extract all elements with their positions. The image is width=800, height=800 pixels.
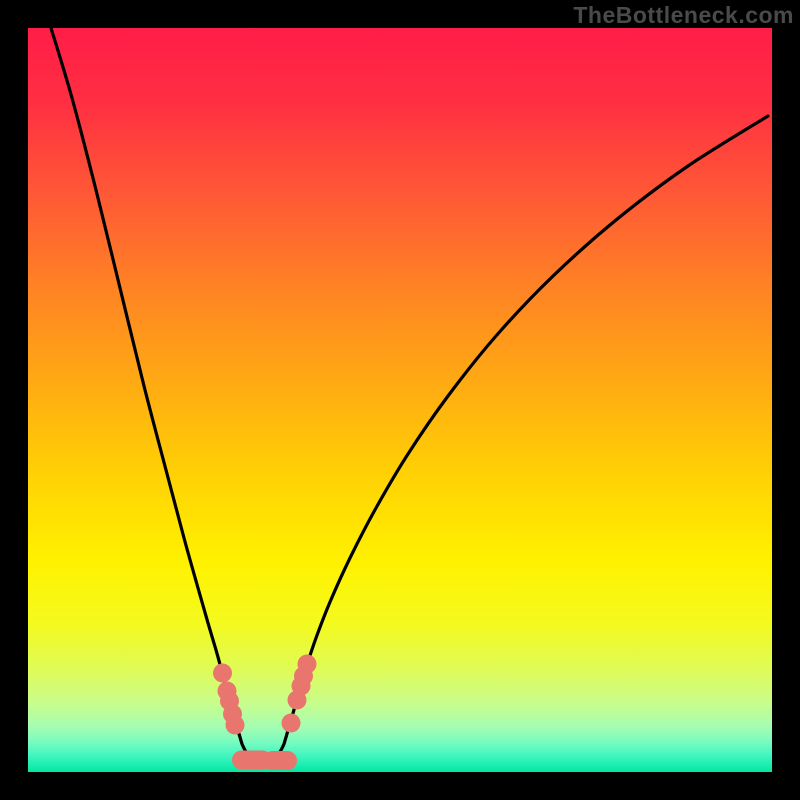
marker-bottom-right xyxy=(282,714,301,733)
marker-left-0 xyxy=(213,664,232,683)
watermark-text: TheBottleneck.com xyxy=(573,2,794,29)
gradient-background xyxy=(28,28,772,772)
marker-pill-1 xyxy=(263,751,297,770)
marker-right-3 xyxy=(298,655,317,674)
bottleneck-chart xyxy=(0,0,800,800)
marker-left-4 xyxy=(226,716,245,735)
